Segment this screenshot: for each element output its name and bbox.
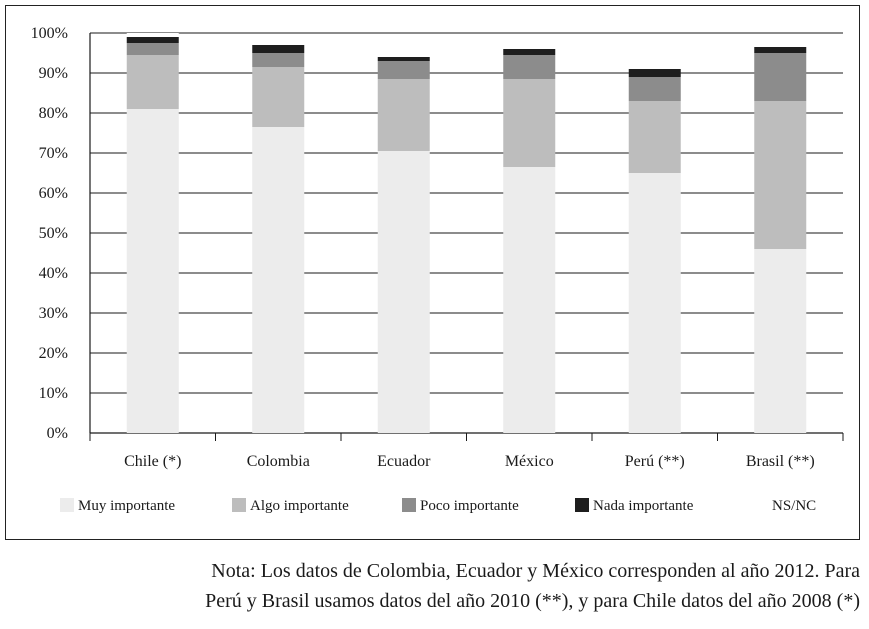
legend-swatch (232, 498, 246, 512)
bar-segment-poco-importante (126, 43, 179, 55)
bar-segment-nada-importante (754, 47, 807, 53)
legend-label: Muy importante (78, 498, 175, 514)
y-tick-label: 90% (39, 65, 68, 82)
bar-segment-algo-importante (377, 79, 430, 151)
legend-label: Poco importante (420, 498, 519, 514)
bar-segment-algo-importante (126, 55, 179, 109)
chart-note: Nota: Los datos de Colombia, Ecuador y M… (0, 556, 860, 616)
bar-segment-poco-importante (503, 55, 556, 79)
bar-segment-ns-nc (754, 45, 807, 47)
bar-segment-nada-importante (126, 37, 179, 43)
bar-segment-poco-importante (628, 77, 681, 101)
y-tick-label: 10% (39, 385, 68, 402)
y-tick-label: 40% (39, 265, 68, 282)
note-line-2: Perú y Brasil usamos datos del año 2010 … (205, 590, 860, 612)
x-tick-label: Brasil (**) (746, 453, 815, 470)
x-tick-label: México (505, 453, 554, 470)
y-tick-label: 70% (39, 145, 68, 162)
x-tick-label: Perú (**) (625, 453, 685, 470)
bar-segment-nada-importante (252, 45, 305, 53)
bar-segment-muy-importante (754, 249, 807, 433)
bar-segment-muy-importante (628, 173, 681, 433)
bar-segment-nada-importante (377, 57, 430, 61)
y-tick-label: 50% (39, 225, 68, 242)
legend-swatch (402, 498, 416, 512)
stacked-bar-chart: 0% 10% 20% 30% 40% 50% 60% 70% 80% 90% 100% Chile (… (31, 25, 844, 514)
bar-segment-muy-importante (126, 109, 179, 433)
legend-label: Algo importante (250, 498, 349, 514)
y-tick-label: 30% (39, 305, 68, 322)
bar-segment-algo-importante (252, 67, 305, 127)
legend-label: Nada importante (593, 498, 694, 514)
bar-segment-poco-importante (252, 53, 305, 67)
legend-label: NS/NC (772, 498, 816, 514)
note-line-1: Nota: Los datos de Colombia, Ecuador y M… (211, 560, 860, 582)
y-tick-label: 80% (39, 105, 68, 122)
bar-segment-nada-importante (503, 49, 556, 55)
bar-segment-ns-nc (126, 33, 179, 37)
bar-segment-ns-nc (503, 47, 556, 49)
bar-segment-poco-importante (754, 53, 807, 101)
bar-segment-nada-importante (628, 69, 681, 77)
bar-segment-algo-importante (754, 101, 807, 249)
y-tick-label: 100% (31, 25, 68, 42)
bar-segment-muy-importante (503, 167, 556, 433)
legend-swatch (575, 498, 589, 512)
bar-segment-algo-importante (503, 79, 556, 167)
y-tick-label: 0% (47, 425, 68, 442)
bar-segment-ns-nc (252, 41, 305, 45)
x-tick-label: Chile (*) (124, 453, 181, 470)
chart-frame (5, 5, 860, 540)
x-tick-label: Ecuador (377, 453, 431, 470)
bar-segment-algo-importante (628, 101, 681, 173)
bar-segment-ns-nc (377, 55, 430, 57)
bar-segment-muy-importante (377, 151, 430, 433)
y-tick-label: 20% (39, 345, 68, 362)
x-tick-label: Colombia (247, 453, 310, 470)
bar-segment-muy-importante (252, 127, 305, 433)
y-tick-label: 60% (39, 185, 68, 202)
legend-swatch (60, 498, 74, 512)
bar-segment-poco-importante (377, 61, 430, 79)
